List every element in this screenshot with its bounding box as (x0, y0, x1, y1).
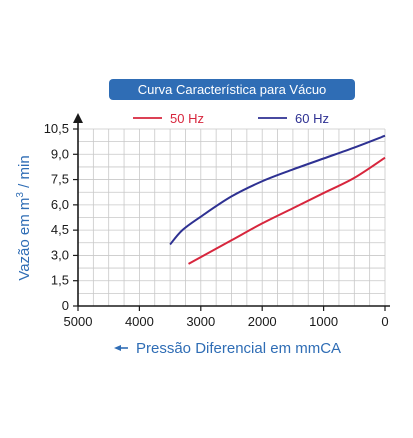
x-axis-label: Pressão Diferencial em mmCA (136, 340, 341, 357)
y-tick-label: 1,5 (51, 273, 69, 288)
y-tick-label: 10,5 (44, 121, 69, 136)
x-tick-label: 2000 (248, 314, 277, 329)
chart-title: Curva Característica para Vácuo (109, 79, 355, 100)
x-tick-label: 1000 (309, 314, 338, 329)
y-tick-label: 4,5 (51, 222, 69, 237)
legend-label: 60 Hz (295, 111, 329, 126)
series-line (169, 134, 386, 246)
series-line (188, 156, 386, 265)
y-axis-label: Vazão em m3 / min (15, 155, 33, 280)
x-tick-label: 0 (381, 314, 388, 329)
x-tick-label: 5000 (64, 314, 93, 329)
x-axis-direction-arrow (114, 345, 121, 351)
y-tick-label: 9,0 (51, 146, 69, 161)
y-tick-label: 7,5 (51, 172, 69, 187)
y-tick-label: 0 (62, 298, 69, 313)
legend-label: 50 Hz (170, 111, 204, 126)
y-tick-label: 6,0 (51, 197, 69, 212)
y-axis-arrow (73, 113, 83, 123)
grid (77, 128, 386, 307)
x-tick-label: 4000 (125, 314, 154, 329)
x-tick-label: 3000 (186, 314, 215, 329)
y-tick-label: 3,0 (51, 247, 69, 262)
